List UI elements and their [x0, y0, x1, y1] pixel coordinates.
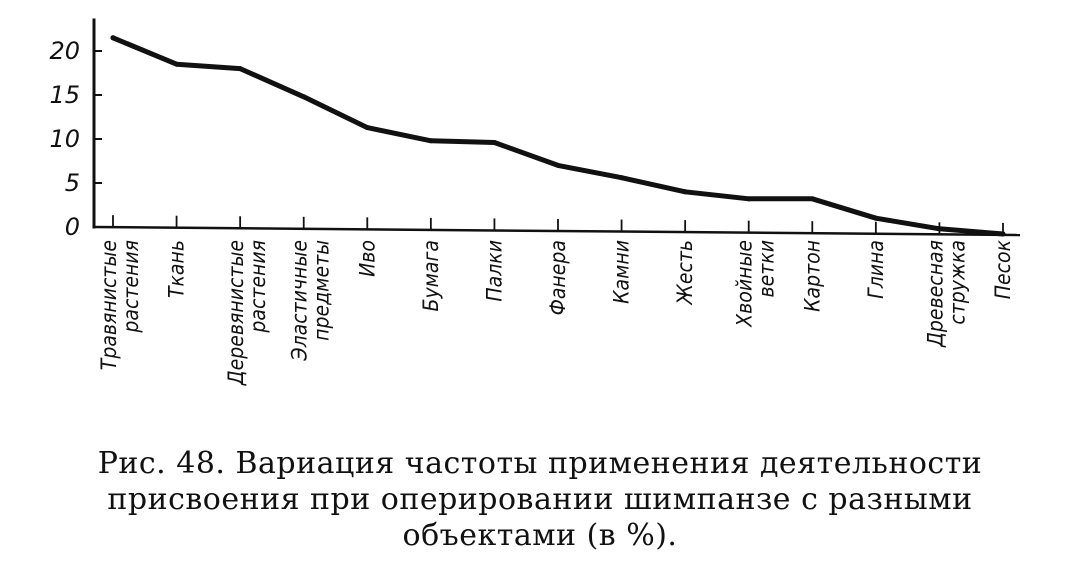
y-tick-label-10: 10 [49, 125, 80, 153]
category-label-1-line-0: Ткань [165, 240, 189, 298]
data-point-3 [301, 94, 307, 100]
category-label-9-line-0: Жесть [673, 240, 697, 306]
data-point-14 [1000, 231, 1006, 237]
category-label-4-line-0: Иво [355, 240, 379, 277]
y-tick-label-5: 5 [65, 169, 80, 197]
category-label-9: Жесть [673, 240, 697, 306]
y-tick-label-0: 0 [65, 213, 80, 241]
data-point-2 [237, 66, 243, 72]
data-point-4 [364, 125, 370, 131]
caption-line-3: объектами (в %). [402, 518, 678, 553]
category-label-8-line-0: Камни [610, 240, 634, 304]
category-label-13-line-1: стружка [945, 240, 969, 325]
category-label-6-line-0: Палки [482, 240, 506, 302]
category-label-2-line-0: Деревянистые [224, 240, 248, 386]
category-label-7-line-0: Фанера [546, 240, 570, 315]
data-point-10 [746, 196, 752, 202]
data-point-11 [809, 196, 815, 202]
caption-line-1: Рис. 48. Вариация частоты применения дея… [97, 446, 983, 481]
data-point-9 [682, 189, 688, 195]
category-label-10-line-1: ветки [755, 240, 779, 297]
category-label-8: Камни [610, 240, 634, 304]
category-label-11-line-0: Картон [800, 240, 824, 312]
axes [92, 18, 1021, 237]
y-tick-label-15: 15 [49, 81, 80, 109]
category-label-7: Фанера [546, 240, 570, 315]
data-point-13 [936, 226, 942, 232]
category-label-4: Иво [355, 240, 379, 277]
x-axis-line [93, 225, 1021, 237]
data-point-5 [428, 138, 434, 144]
caption-line-2: присвоения при оперировании шимпанзе с р… [107, 482, 973, 517]
data-point-7 [555, 162, 561, 168]
category-label-11: Картон [800, 240, 824, 312]
y-tick-label-20: 20 [49, 37, 80, 65]
category-label-5: Бумага [419, 240, 443, 311]
data-point-8 [619, 175, 625, 181]
category-label-12-line-0: Глина [864, 240, 888, 299]
data-point-1 [174, 61, 180, 67]
category-label-14: Песок [991, 239, 1015, 299]
category-label-12: Глина [864, 240, 888, 299]
category-label-6: Палки [482, 240, 506, 302]
data-point-12 [873, 215, 879, 221]
data-point-6 [491, 140, 497, 146]
category-label-0-line-0: Травянистые [97, 240, 121, 370]
data-point-0 [110, 35, 116, 41]
category-label-13-line-0: Древесная [923, 240, 947, 348]
figure-caption: Рис. 48. Вариация частоты применения дея… [40, 446, 1040, 554]
category-label-3-line-1: предметы [310, 240, 334, 341]
category-label-10-line-0: Хвойные [733, 240, 757, 328]
category-label-2-line-1: растения [246, 240, 270, 334]
category-label-14-line-0: Песок [991, 239, 1015, 299]
category-label-1: Ткань [165, 240, 189, 298]
category-label-3-line-0: Эластичные [288, 240, 312, 362]
category-label-5-line-0: Бумага [419, 240, 443, 311]
axis-ticks: 20 15 10 5 0 [49, 37, 1004, 241]
series-line-group [110, 35, 1006, 237]
category-label-0-line-1: растения [119, 240, 143, 334]
series-line [110, 35, 1006, 237]
